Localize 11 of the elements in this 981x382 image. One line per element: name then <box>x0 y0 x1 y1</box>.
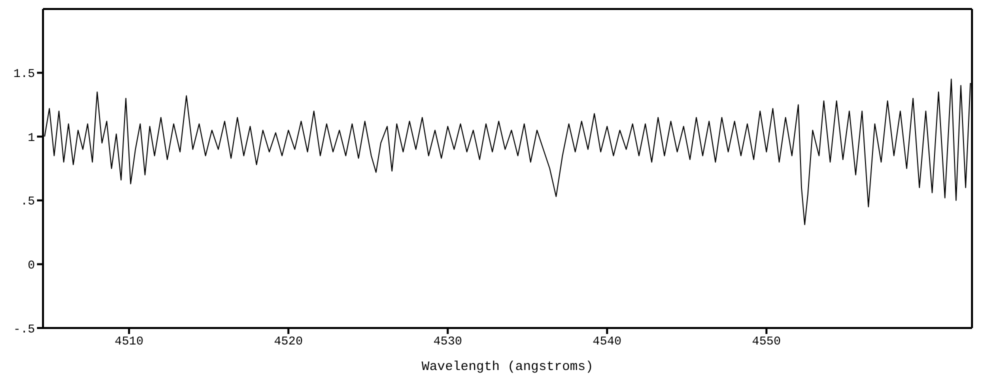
x-tick-label: 4530 <box>433 334 462 349</box>
x-tick-label: 4550 <box>752 334 781 349</box>
y-tick-label: -.5 <box>13 322 35 336</box>
y-tick-label: 1.5 <box>13 67 35 82</box>
x-axis-title: Wavelength (angstroms) <box>422 359 594 374</box>
y-tick-label: .5 <box>20 194 35 209</box>
x-tick-label: 4510 <box>114 334 144 349</box>
x-tick-label: 4540 <box>592 334 622 349</box>
x-tick-label: 4520 <box>274 334 303 349</box>
y-tick-label: 0 <box>28 258 35 272</box>
y-tick-label: 1 <box>28 130 35 145</box>
